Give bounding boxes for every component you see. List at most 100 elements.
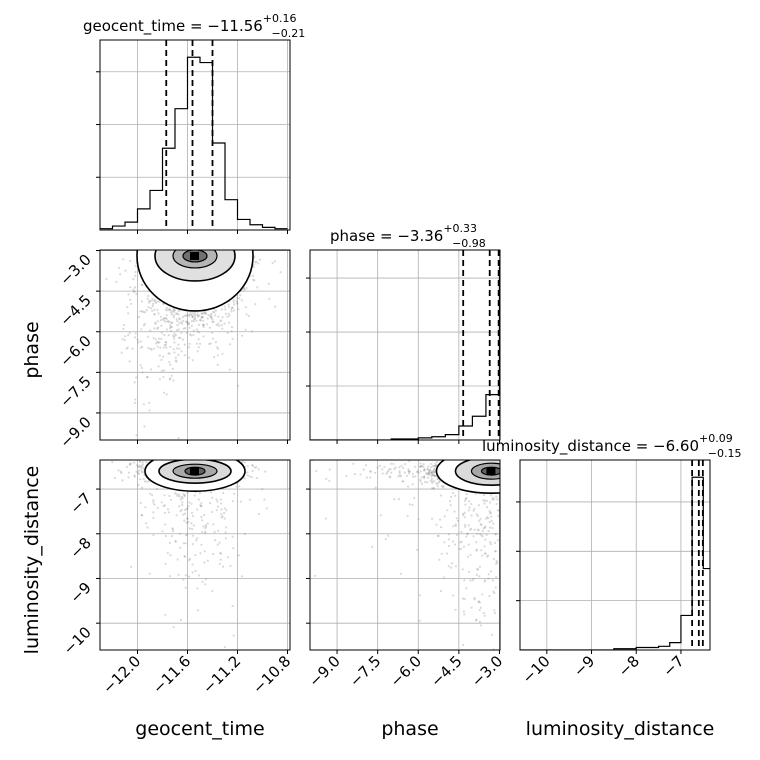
sample-point	[134, 332, 137, 335]
sample-point	[156, 308, 159, 312]
sample-point	[243, 533, 247, 536]
sample-point	[494, 457, 496, 459]
sample-point	[217, 322, 220, 325]
sample-point	[128, 331, 131, 335]
sample-point	[221, 515, 224, 518]
title-luminosity-distance: luminosity_distance = −6.60+0.09 −0.15	[482, 432, 741, 460]
sample-point	[454, 565, 457, 568]
sample-point	[158, 354, 161, 357]
sample-point	[158, 337, 161, 340]
sample-point	[451, 562, 454, 565]
sample-point	[497, 682, 499, 684]
sample-point	[223, 305, 226, 308]
sample-point	[140, 514, 144, 517]
sample-point	[427, 471, 430, 474]
sample-point	[160, 331, 163, 334]
sample-point	[324, 517, 328, 520]
density-contours	[435, 460, 500, 494]
sample-point	[215, 509, 218, 512]
sample-point	[398, 472, 401, 475]
sample-point	[428, 469, 432, 472]
sample-point	[245, 313, 248, 316]
sample-point	[485, 499, 488, 502]
sample-point	[164, 613, 167, 616]
sample-point	[220, 502, 223, 505]
sample-point	[453, 510, 456, 513]
sample-point	[220, 552, 223, 555]
sample-point	[430, 477, 433, 481]
sample-point	[182, 578, 185, 581]
sample-point	[151, 309, 154, 312]
sample-point	[235, 299, 238, 302]
sample-point	[128, 462, 131, 465]
sample-point	[224, 312, 228, 315]
sample-point	[159, 319, 163, 322]
sample-point	[156, 326, 160, 329]
sample-point	[416, 548, 419, 551]
sample-point	[199, 552, 202, 555]
sample-point	[450, 495, 453, 498]
sample-point	[173, 492, 176, 495]
sample-point	[134, 264, 137, 267]
sample-point	[207, 314, 210, 317]
sample-point	[228, 314, 231, 317]
sample-point	[166, 320, 169, 323]
sample-point	[189, 333, 192, 336]
sample-point	[186, 533, 189, 536]
sample-point	[479, 606, 482, 609]
sample-point	[162, 504, 165, 508]
sample-point	[430, 475, 433, 478]
sample-point	[175, 318, 178, 321]
sample-point	[219, 320, 222, 323]
sample-point	[148, 572, 151, 575]
sample-point	[200, 543, 203, 546]
sample-point	[211, 510, 214, 514]
sample-point	[190, 511, 194, 515]
sample-point	[449, 458, 451, 460]
sample-point	[173, 337, 176, 340]
sample-point	[149, 329, 152, 332]
sample-point	[435, 523, 438, 526]
sample-point	[203, 550, 206, 553]
sample-point	[142, 324, 145, 327]
sample-point	[170, 374, 173, 377]
sample-point	[187, 346, 190, 349]
panel-hist-geocent-time	[96, 39, 291, 234]
sample-point	[240, 575, 244, 578]
sample-point	[482, 499, 485, 502]
sample-point	[165, 317, 168, 320]
sample-point	[176, 320, 179, 323]
sample-point	[418, 619, 421, 622]
sample-point	[429, 466, 433, 469]
sample-point	[205, 312, 208, 315]
sample-point	[176, 347, 179, 350]
sample-point	[381, 472, 384, 475]
sample-point	[274, 305, 277, 308]
sample-point	[223, 322, 226, 325]
sample-point	[495, 502, 498, 506]
sample-point	[247, 314, 250, 317]
sample-point	[139, 310, 142, 313]
sample-point	[132, 290, 135, 293]
sample-point	[147, 347, 150, 350]
sample-point	[163, 317, 166, 320]
sample-point	[470, 502, 473, 506]
sample-point	[437, 457, 439, 459]
sample-point	[212, 523, 215, 526]
sample-point	[158, 378, 161, 381]
sample-point	[186, 517, 189, 520]
sample-point	[184, 314, 188, 317]
sample-point	[184, 327, 187, 330]
sample-point	[191, 315, 194, 318]
y-tick-label: −9	[66, 579, 94, 607]
sample-point	[231, 337, 234, 340]
sample-point	[237, 554, 240, 557]
sample-point	[480, 549, 483, 552]
sample-point	[231, 535, 234, 538]
sample-point	[177, 573, 180, 577]
sample-point	[154, 298, 157, 301]
sample-point	[132, 277, 135, 281]
sample-point	[173, 332, 176, 335]
sample-point	[443, 576, 446, 579]
sample-point	[113, 476, 116, 480]
